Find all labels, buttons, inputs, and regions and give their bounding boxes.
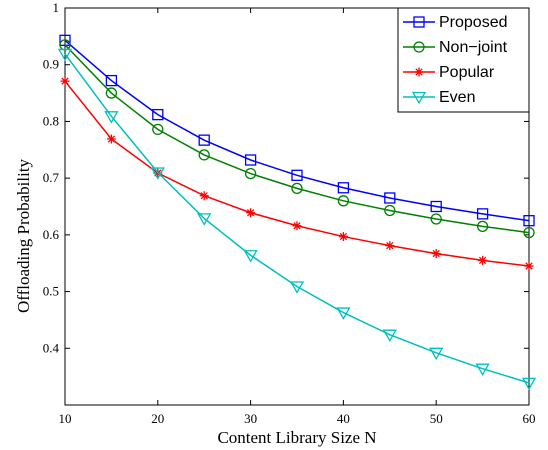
data-point xyxy=(476,208,489,220)
asterisk-stroke xyxy=(386,241,394,250)
legend-marker xyxy=(411,91,427,105)
legend-label: Even xyxy=(439,89,475,106)
x-tick-label: 20 xyxy=(151,411,164,426)
data-point xyxy=(523,215,535,227)
data-point xyxy=(384,192,396,204)
data-point xyxy=(198,134,210,146)
data-point xyxy=(198,149,210,161)
data-point xyxy=(431,249,441,259)
data-point xyxy=(292,221,302,231)
legend: Proposed Non−joint Popular Even xyxy=(397,7,530,113)
data-point xyxy=(152,108,164,121)
asterisk-stroke xyxy=(246,209,255,217)
x-tick-label: 40 xyxy=(337,411,350,426)
data-point xyxy=(244,167,257,180)
y-tick-label: 0.5 xyxy=(43,284,59,299)
data-point xyxy=(338,232,348,242)
asterisk-stroke xyxy=(107,135,116,143)
asterisk-stroke xyxy=(339,232,348,241)
tick-marks: 10 20 30 40 50 60 0.4 0.5 0.6 0.7 0.8 0.9 1 xyxy=(43,0,536,426)
data-point xyxy=(336,307,351,320)
legend-marker xyxy=(414,67,424,77)
legend-entry: Non−joint xyxy=(403,39,508,56)
data-point xyxy=(337,195,350,207)
data-point xyxy=(384,204,396,217)
asterisk-stroke xyxy=(415,68,423,76)
asterisk-stroke xyxy=(61,77,69,85)
data-point xyxy=(430,200,442,213)
data-point xyxy=(246,208,256,218)
data-point xyxy=(289,281,305,294)
legend-entry: Popular xyxy=(403,64,495,81)
data-point xyxy=(478,255,488,265)
asterisk-stroke xyxy=(293,222,301,230)
y-tick-label: 0.9 xyxy=(43,57,59,72)
data-point xyxy=(523,226,535,239)
x-axis-label: Content Library Size N xyxy=(217,428,376,447)
legend-entry: Even xyxy=(403,89,475,106)
data-point xyxy=(106,134,116,144)
legend-label: Popular xyxy=(439,64,495,81)
series-0 xyxy=(59,34,535,227)
x-tick-label: 60 xyxy=(523,411,536,426)
y-tick-label: 0.8 xyxy=(43,113,59,128)
data-point xyxy=(524,261,534,271)
plot-frame xyxy=(64,7,530,406)
data-point xyxy=(152,123,164,136)
data-point xyxy=(291,169,303,181)
asterisk-stroke xyxy=(525,262,533,270)
series-1 xyxy=(59,39,535,239)
series-3 xyxy=(57,48,537,391)
data-point xyxy=(476,220,489,233)
series-layer xyxy=(57,34,537,391)
data-point xyxy=(243,250,258,263)
data-point xyxy=(197,213,212,226)
y-tick-label: 0.7 xyxy=(43,170,60,185)
series-2 xyxy=(60,76,534,271)
x-tick-label: 50 xyxy=(430,411,443,426)
legend-box xyxy=(397,7,530,113)
series-line xyxy=(64,53,530,384)
x-tick-label: 10 xyxy=(59,411,72,426)
legend-marker xyxy=(413,16,425,28)
data-point xyxy=(429,347,444,361)
data-point xyxy=(521,377,537,391)
data-point xyxy=(60,76,70,86)
data-point xyxy=(57,48,73,62)
data-point xyxy=(105,74,118,87)
legend-marker xyxy=(413,41,425,53)
data-point xyxy=(430,213,442,225)
data-point xyxy=(244,154,257,166)
data-point xyxy=(385,241,395,251)
asterisk-stroke xyxy=(478,256,487,265)
x-tick-label: 30 xyxy=(244,411,257,426)
legend-label: Proposed xyxy=(439,14,508,31)
data-point xyxy=(104,111,119,124)
series-line xyxy=(64,44,530,234)
legend-label: Non−joint xyxy=(439,39,508,56)
data-point xyxy=(382,329,397,342)
y-tick-label: 0.4 xyxy=(43,340,60,355)
data-point xyxy=(105,87,118,99)
data-point xyxy=(199,191,209,201)
data-point xyxy=(150,167,165,180)
asterisk-stroke xyxy=(200,192,208,200)
data-point xyxy=(291,182,303,195)
series-line xyxy=(64,39,530,222)
asterisk-stroke xyxy=(432,249,440,258)
legend-entry: Proposed xyxy=(403,14,508,31)
axes xyxy=(64,7,530,406)
data-point xyxy=(475,363,490,377)
y-tick-label: 1 xyxy=(53,0,60,15)
y-tick-label: 0.6 xyxy=(43,227,60,242)
data-point xyxy=(337,182,350,194)
y-axis-label: Offloading Probability xyxy=(14,158,33,313)
